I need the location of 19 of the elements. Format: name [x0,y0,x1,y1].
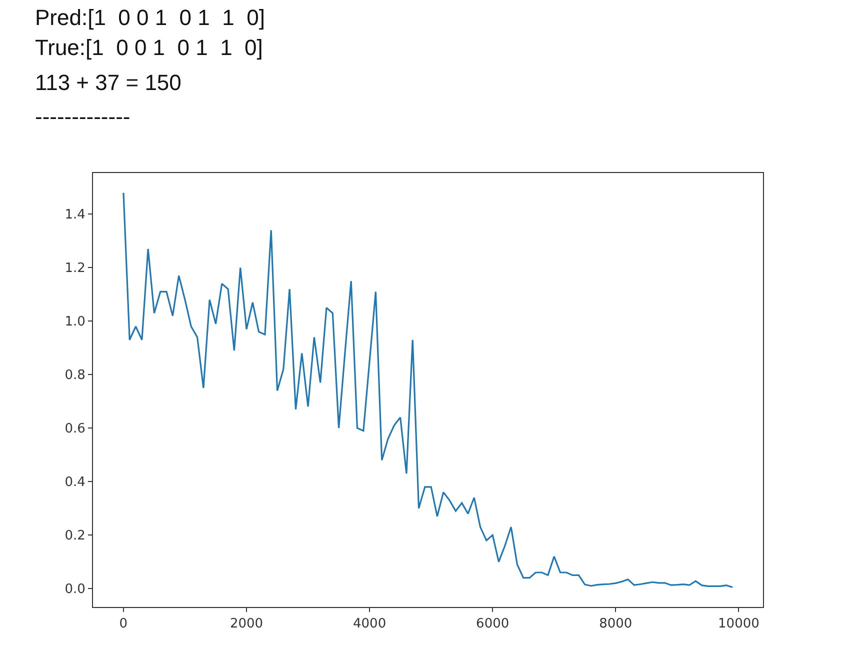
y-tick-label: 1.2 [64,261,86,276]
y-tick-label: 1.0 [64,314,86,330]
y-tick-label: 0.8 [64,368,86,384]
line-series [122,192,734,588]
y-tick-label: 0.0 [64,582,86,598]
x-tick-label: 8000 [599,616,632,632]
y-tick-label: 0.4 [64,475,86,490]
text: ------------- [35,104,130,129]
x-tick-label: 6000 [476,616,510,632]
x-tick-label: 10000 [718,616,760,632]
y-tick-label: 0.6 [64,422,86,437]
y-tick-label: 1.4 [64,208,86,223]
text: 113 + 37 = 150 [35,70,182,95]
x-tick-label: 4000 [353,616,386,632]
y-tick-label: 0.2 [64,528,86,544]
x-tick-label: 0 [119,616,128,632]
text: True:[1 0 0 1 0 1 1 0] [35,35,263,60]
x-tick-label: 2000 [230,616,264,632]
text: Pred:[1 0 0 1 0 1 1 0] [35,5,265,30]
